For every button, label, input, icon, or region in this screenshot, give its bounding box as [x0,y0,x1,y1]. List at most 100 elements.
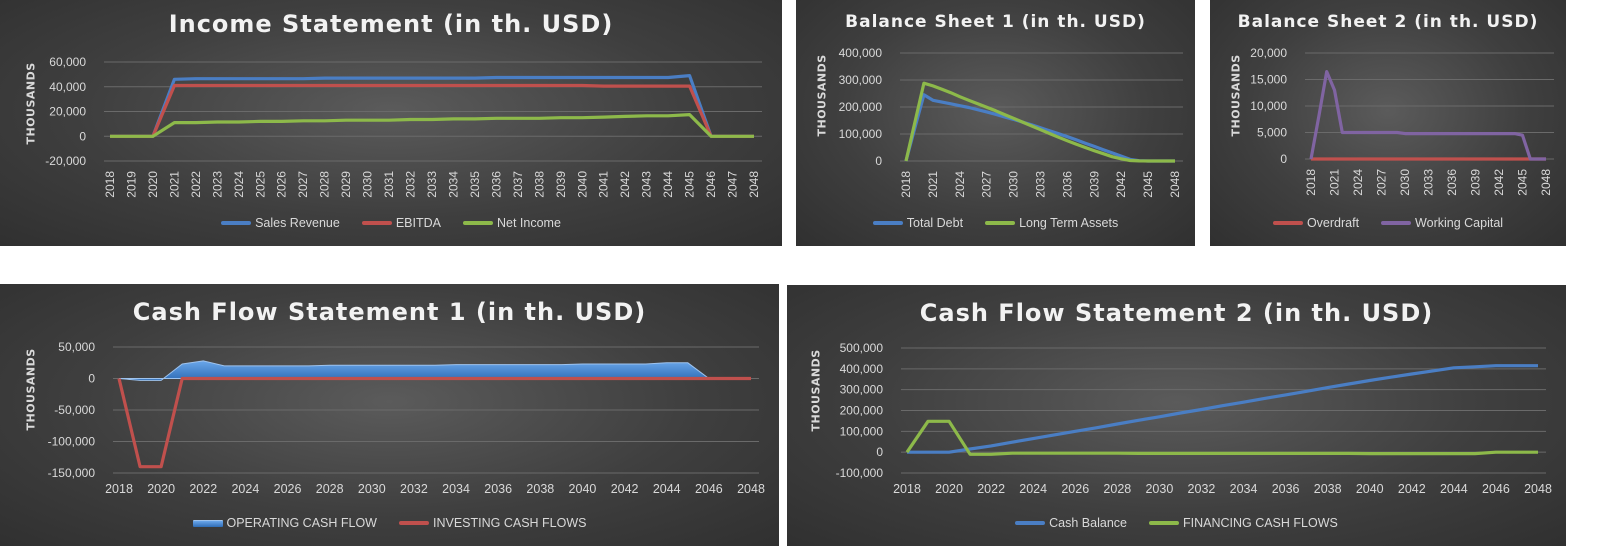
x-tick-label: 2037 [511,171,525,198]
x-tick-label: 2027 [296,171,310,198]
x-tick-label: 2042 [611,482,639,496]
x-tick-label: 2021 [1328,169,1342,196]
chart-title: Balance Sheet 2 (in th. USD) [1237,12,1539,32]
bs2-plot: 0 5,000 10,000 15,000 20,000 2018 2021 2024 2027… [1250,46,1554,196]
x-tick-label: 2034 [446,171,460,198]
bs1-plot: 0 100,000 200,000 300,000 400,000 2018 2021 202… [839,46,1183,198]
x-tick-label: 2048 [747,171,761,198]
x-tick-label: 2018 [893,482,921,496]
y-tick-label: 50,000 [58,340,95,354]
legend-entry: Overdraft [1272,216,1359,230]
y-tick-label: 60,000 [49,55,86,69]
x-tick-label: 2043 [640,171,654,198]
x-tick-label: 2039 [1087,171,1101,198]
x-tick-label: 2038 [526,482,554,496]
x-tick-label: 2040 [1356,482,1384,496]
series-group [1309,70,1546,161]
x-tick-label: 2048 [1168,171,1182,198]
x-tick-label: 2045 [683,171,697,198]
x-tick-label: 2026 [274,482,302,496]
y-tick-label: 0 [88,372,95,386]
x-tick-label: 2024 [1019,482,1047,496]
legend-swatch [1381,221,1412,225]
gridlines: -20,000 0 20,000 40,000 60,000 [45,55,762,168]
x-axis-ticks: 2018 2021 2024 2027 2030 2033 2036 2039 2042 2045… [1304,169,1553,196]
x-tick-label: 2022 [189,171,203,198]
x-tick-label: 2032 [1188,482,1216,496]
y-tick-label: -50,000 [54,403,95,417]
legend-label: Long Term Assets [1019,216,1119,230]
x-tick-label: 2024 [232,171,246,198]
y-tick-label: 200,000 [839,100,883,114]
y-tick-label: 100,000 [840,424,884,438]
x-axis-ticks: 2018 2019 2020 2021 2022 2023 2024 2025 2026 2027… [103,171,761,198]
x-tick-label: 2041 [597,171,611,198]
x-tick-label: 2040 [569,482,597,496]
x-tick-label: 2027 [980,171,994,198]
y-tick-label: 10,000 [1250,99,1287,113]
x-tick-label: 2044 [653,482,681,496]
legend-label: Sales Revenue [255,216,340,230]
x-tick-label: 2039 [1469,169,1483,196]
legend-swatch [1272,221,1303,225]
x-axis-ticks: 2018 2021 2024 2027 2030 2033 2036 2039 2042 2045… [899,171,1182,198]
legend-label: INVESTING CASH FLOWS [432,516,587,530]
legend-entry: INVESTING CASH FLOWS [398,516,587,530]
x-tick-label: 2020 [147,482,175,496]
legend-entry: Sales Revenue [221,216,340,230]
x-tick-label: 2038 [532,171,546,198]
chart-legend: OPERATING CASH FLOW INVESTING CASH FLOWS [0,516,779,530]
series-group [904,81,1175,163]
legend-label: Working Capital [1415,216,1504,230]
x-tick-label: 2047 [726,171,740,198]
x-tick-label: 2042 [1492,169,1506,196]
chart-title: Cash Flow Statement 1 (in th. USD) [132,298,647,326]
series-area [118,360,751,381]
legend-swatch [1015,521,1046,525]
x-tick-label: 2036 [1060,171,1074,198]
y-tick-label: 5,000 [1257,126,1287,140]
legend-swatch [221,221,252,225]
chart-title: Income Statement (in th. USD) [168,10,614,38]
x-tick-label: 2044 [1440,482,1468,496]
x-tick-label: 2039 [554,171,568,198]
chart-legend: Overdraft Working Capital [1210,216,1566,230]
legend-label: EBITDA [395,216,441,230]
y-tick-label: 40,000 [49,80,86,94]
x-tick-label: 2036 [1272,482,1300,496]
y-tick-label: 300,000 [840,383,884,397]
x-tick-label: 2024 [1351,169,1365,196]
x-tick-label: 2031 [382,171,396,198]
y-tick-label: 500,000 [840,341,884,355]
balance-sheet-2-chart: Balance Sheet 2 (in th. USD) THOUSANDS 0… [1210,0,1566,246]
y-tick-label: 400,000 [839,46,883,60]
y-tick-label: -100,000 [48,435,96,449]
x-tick-label: 2030 [1145,482,1173,496]
x-tick-label: 2028 [316,482,344,496]
series-group [905,364,1538,456]
x-tick-label: 2046 [1482,482,1510,496]
x-tick-label: 2045 [1516,169,1530,196]
x-tick-label: 2018 [1304,169,1318,196]
x-tick-label: 2024 [231,482,259,496]
x-tick-label: 2019 [124,171,138,198]
series-line [905,419,1538,456]
legend-swatch [192,519,223,527]
x-tick-label: 2033 [1034,171,1048,198]
legend-swatch [463,221,493,225]
x-tick-label: 2024 [953,171,967,198]
chart-legend: Total Debt Long Term Assets [796,216,1195,230]
y-tick-label: 0 [1280,152,1287,166]
x-tick-label: 2029 [339,171,353,198]
balance-sheet-1-chart: Balance Sheet 1 (in th. USD) THOUSANDS 0… [796,0,1195,246]
x-tick-label: 2034 [1230,482,1258,496]
series-line [117,376,751,469]
y-tick-label: 100,000 [839,127,883,141]
legend-entry: FINANCING CASH FLOWS [1148,516,1338,530]
x-tick-label: 2046 [704,171,718,198]
x-tick-label: 2022 [977,482,1005,496]
x-tick-label: 2036 [489,171,503,198]
y-tick-label: -150,000 [48,466,96,480]
